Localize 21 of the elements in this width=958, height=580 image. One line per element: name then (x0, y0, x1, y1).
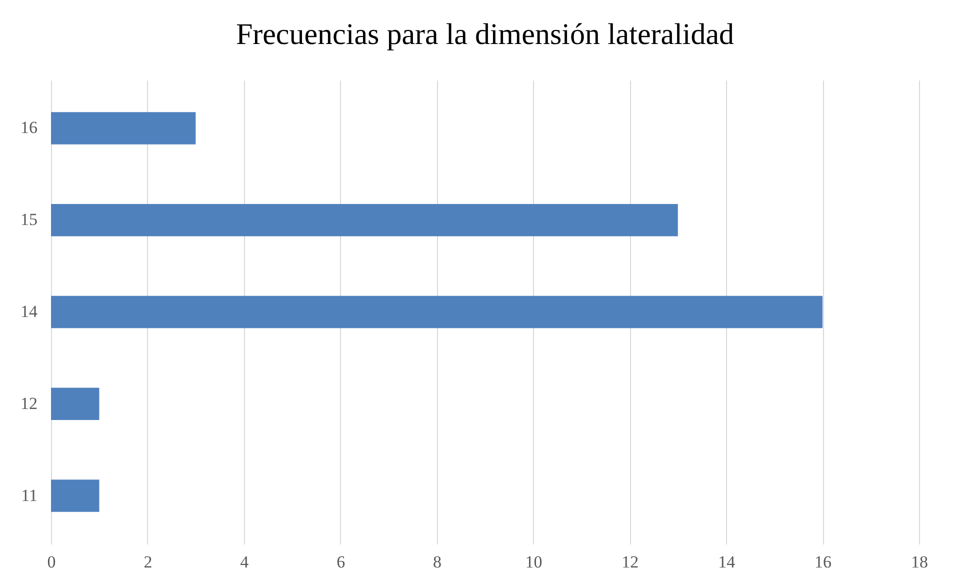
x-tick-label: 0 (47, 552, 56, 572)
y-tick-label: 15 (20, 210, 38, 230)
y-tick-label: 14 (20, 302, 38, 321)
bar (51, 296, 823, 328)
x-tick-label: 18 (911, 552, 928, 572)
chart-title: Frecuencias para la dimensión lateralidad (236, 18, 734, 51)
x-tick-label: 14 (718, 552, 736, 572)
bar (51, 112, 196, 144)
y-tick-label: 12 (20, 394, 38, 413)
x-tick-label: 4 (240, 552, 250, 572)
x-tick-label: 16 (814, 552, 832, 572)
x-tick-label: 12 (622, 552, 639, 572)
y-tick-label: 16 (20, 118, 38, 138)
x-tick-label: 2 (144, 552, 152, 572)
bar (51, 388, 100, 420)
bar (51, 480, 100, 512)
x-tick-label: 6 (336, 552, 346, 572)
x-tick-label: 8 (433, 552, 442, 572)
y-tick-label: 11 (21, 486, 38, 505)
x-tick-label: 10 (525, 552, 542, 572)
bar (51, 204, 678, 236)
